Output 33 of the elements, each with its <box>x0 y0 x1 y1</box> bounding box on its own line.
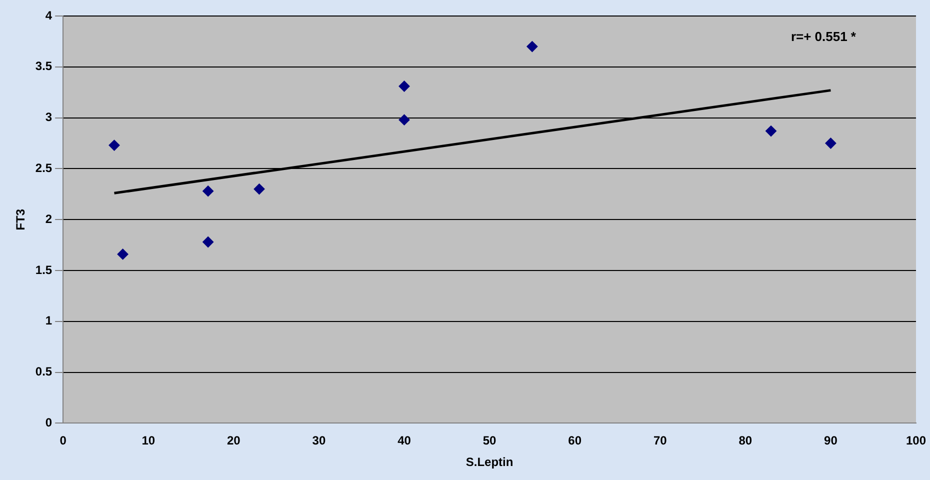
y-tick-label: 2.5 <box>35 161 52 176</box>
y-axis-title: FT3 <box>14 208 28 230</box>
point <box>398 80 410 92</box>
y-tick-label: 1 <box>45 314 52 328</box>
point <box>398 114 410 126</box>
y-tick-label: 2 <box>45 212 52 226</box>
x-tick-label: 60 <box>568 434 582 448</box>
point <box>117 248 128 260</box>
x-tick-label: 70 <box>653 434 668 448</box>
annotation: r=+ 0.551 * <box>790 29 857 44</box>
point <box>202 236 214 248</box>
point <box>825 138 836 149</box>
x-axis-title: S.Leptin <box>466 455 514 470</box>
y-tick-label: 1.5 <box>35 262 52 277</box>
point <box>202 186 214 197</box>
y-tick-label: 3 <box>45 110 52 124</box>
point <box>108 140 120 151</box>
point <box>766 126 777 137</box>
x-tick-label: 20 <box>226 434 241 448</box>
x-tick-label: 90 <box>824 434 838 448</box>
y-tick-label: 0.5 <box>35 364 52 379</box>
point <box>254 184 265 195</box>
x-tick-label: 0 <box>60 434 67 448</box>
x-tick-label: 80 <box>738 434 752 448</box>
x-tick-label: 30 <box>312 434 326 448</box>
x-tick-label: 100 <box>906 434 926 448</box>
x-tick-label: 40 <box>398 434 412 448</box>
point <box>526 41 538 52</box>
y-tick-label: 4 <box>45 8 52 22</box>
x-tick-label: 50 <box>482 434 497 448</box>
y-tick-label: 0 <box>45 416 52 430</box>
x-tick-label: 10 <box>142 434 156 448</box>
y-tick-label: 3.5 <box>35 59 52 74</box>
